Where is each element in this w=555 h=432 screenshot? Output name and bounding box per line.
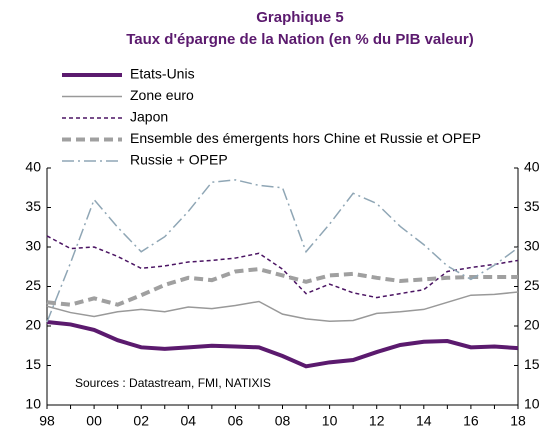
y-tick-label: 40 <box>25 159 41 175</box>
x-tick-label: 98 <box>39 413 55 429</box>
y-tick-label: 25 <box>25 277 41 293</box>
series-line <box>46 320 519 369</box>
legend-label: Etats-Unis <box>130 66 195 82</box>
y2-tick-label: 30 <box>524 238 540 254</box>
y-tick-label: 15 <box>25 356 41 372</box>
y-tick-label: 20 <box>25 317 41 333</box>
legend-label: Japon <box>130 109 168 125</box>
y-tick-label: 10 <box>25 396 41 412</box>
y2-tick-label: 35 <box>524 198 540 214</box>
x-tick-label: 12 <box>369 413 385 429</box>
y2-tick-label: 10 <box>524 396 540 412</box>
x-tick-label: 10 <box>322 413 338 429</box>
x-tick-label: 00 <box>86 413 102 429</box>
chart-subtitle: Taux d'épargne de la Nation (en % du PIB… <box>126 31 474 48</box>
x-tick-label: 16 <box>463 413 479 429</box>
series-line <box>46 179 519 323</box>
source-note: Sources : Datastream, FMI, NATIXIS <box>75 376 271 390</box>
y-tick-label: 35 <box>25 198 41 214</box>
y-tick-label: 30 <box>25 238 41 254</box>
x-tick-label: 14 <box>416 413 432 429</box>
y2-tick-label: 20 <box>524 317 540 333</box>
legend-label: Russie + OPEP <box>130 152 228 168</box>
series-line <box>46 291 519 323</box>
legend-label: Zone euro <box>130 87 194 103</box>
chart-title: Graphique 5 <box>256 9 344 26</box>
y2-tick-label: 15 <box>524 356 540 372</box>
y2-tick-label: 25 <box>524 277 540 293</box>
x-tick-label: 18 <box>510 413 526 429</box>
x-tick-label: 02 <box>133 413 149 429</box>
y2-tick-label: 40 <box>524 159 540 175</box>
x-tick-label: 08 <box>275 413 291 429</box>
series-line <box>46 267 518 307</box>
series-line <box>46 235 519 299</box>
x-tick-label: 06 <box>228 413 244 429</box>
legend-label: Ensemble des émergents hors Chine et Rus… <box>130 130 481 146</box>
x-tick-label: 04 <box>181 413 197 429</box>
